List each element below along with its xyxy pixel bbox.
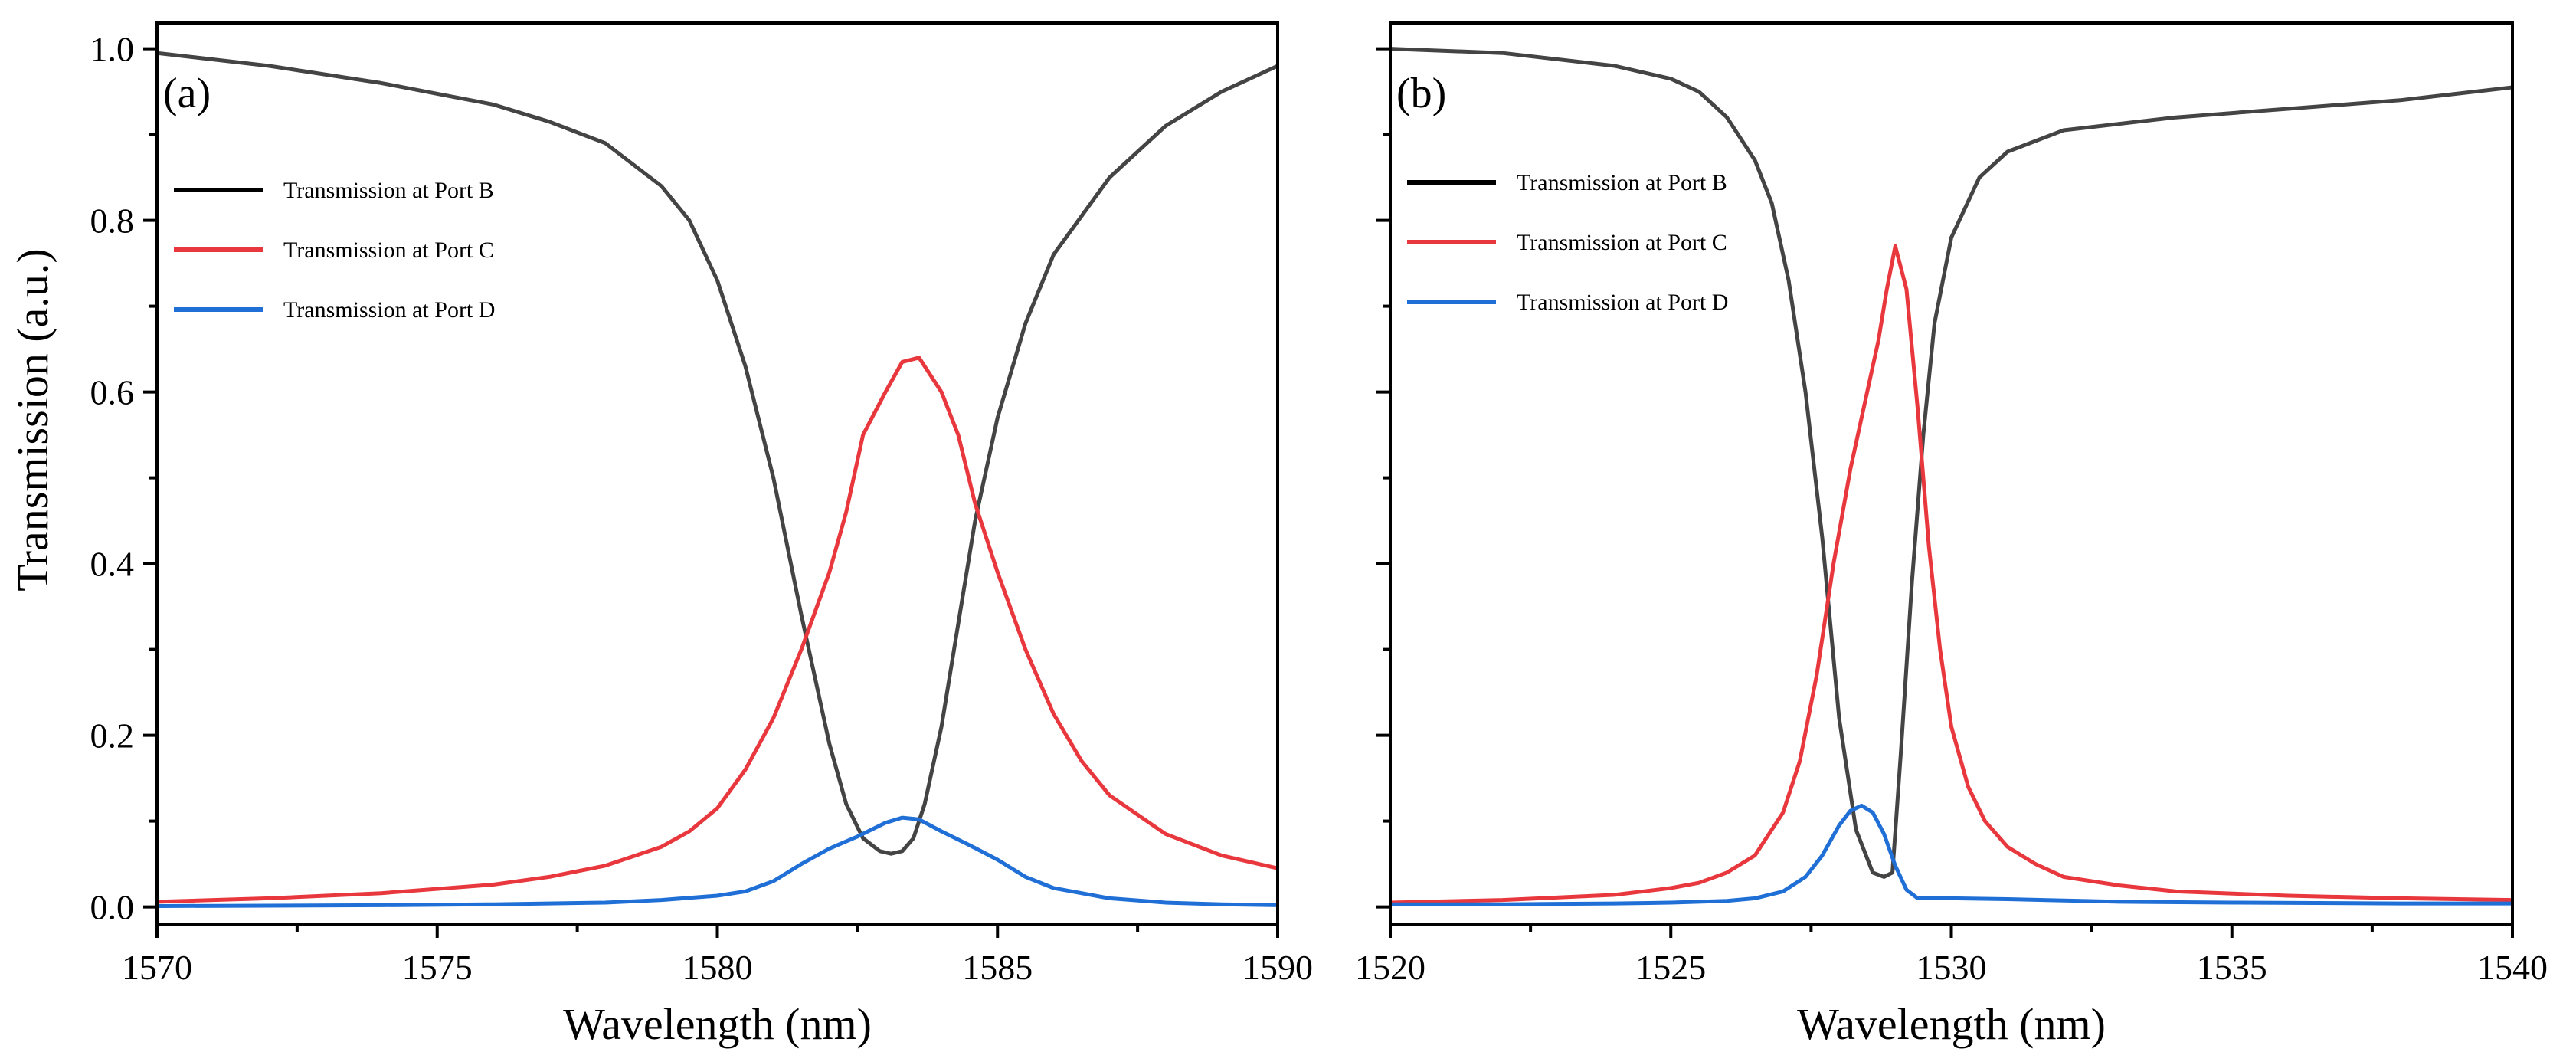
- legend: Transmission at Port B Transmission at Po…: [1407, 170, 1728, 315]
- plot-frame: [155, 21, 1279, 926]
- x-tick-label: 1580: [682, 948, 753, 987]
- series-line-port-c: [1390, 244, 2512, 905]
- x-tick-label: 1520: [1355, 948, 1425, 987]
- panel-b: 1520 1525 1530 1535 1540 Wavelength (nm) (b) Tr…: [1355, 21, 2548, 1049]
- x-tick-label: 1530: [1916, 948, 1987, 987]
- y-tick-label: 0.8: [90, 202, 135, 241]
- panel-a: 1570 1575 1580 1585 1590 0.0 0.2 0.4 0.6 0.8 1.0 Wa…: [90, 21, 1313, 1049]
- panel-label: (a): [163, 70, 211, 117]
- y-tick-label: 0.2: [90, 716, 135, 756]
- y-tick-label: 0.0: [90, 888, 135, 927]
- y-tick-label: 1.0: [90, 30, 135, 69]
- series-line-port-b: [1390, 47, 2512, 879]
- x-axis-title: Wavelength (nm): [563, 999, 872, 1049]
- x-tick-label: 1525: [1635, 948, 1706, 987]
- x-tick-label: 1535: [2197, 948, 2267, 987]
- series-line-port-d: [1390, 803, 2512, 906]
- legend-label: Transmission at Port D: [283, 297, 495, 323]
- legend-label: Transmission at Port B: [1517, 170, 1727, 195]
- x-tick-label: 1590: [1242, 948, 1313, 987]
- y-tick-label: 0.4: [90, 545, 135, 584]
- legend-label: Transmission at Port B: [283, 178, 494, 203]
- legend-label: Transmission at Port C: [1517, 230, 1727, 255]
- x-tick-label: 1575: [402, 948, 473, 987]
- series-line-port-b: [157, 51, 1278, 856]
- legend-label: Transmission at Port C: [283, 238, 494, 263]
- legend: Transmission at Port B Transmission at Po…: [174, 178, 495, 323]
- legend-label: Transmission at Port D: [1517, 290, 1728, 315]
- series-line-port-c: [157, 356, 1278, 904]
- x-tick-label: 1585: [962, 948, 1033, 987]
- panel-label: (b): [1396, 70, 1446, 117]
- x-tick-label: 1540: [2477, 948, 2548, 987]
- y-tick-label: 0.6: [90, 373, 135, 412]
- x-axis-title: Wavelength (nm): [1797, 999, 2106, 1049]
- plot-frame: [1389, 21, 2514, 926]
- x-tick-label: 1570: [122, 948, 192, 987]
- y-axis-title: Transmission (a.u.): [8, 248, 57, 591]
- series-line-port-d: [157, 815, 1278, 908]
